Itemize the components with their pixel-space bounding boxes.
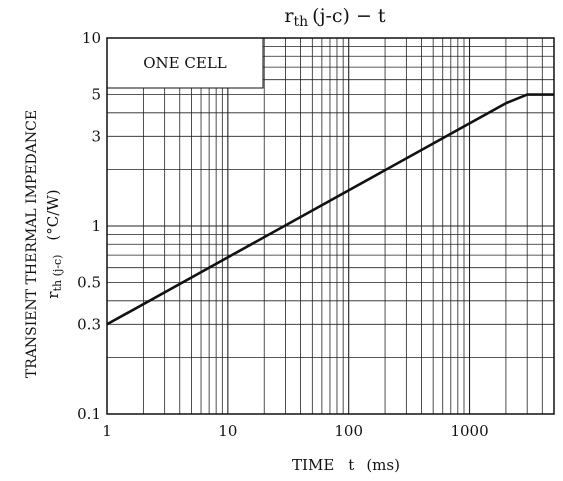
y-tick-label: 5 (91, 86, 101, 104)
y-tick-label: 0.3 (77, 315, 101, 333)
y-axis-label-subscript: th (j-c) (51, 255, 64, 292)
title-rest: (j-c) − t (312, 5, 386, 27)
chart-title: rth (j-c) − t (284, 5, 386, 30)
y-tick-label: 3 (91, 127, 101, 145)
x-tick-label: 100 (334, 422, 363, 440)
tick-labels: 1 10 100 1000 0.1 0.3 0.5 1 3 5 10 (77, 29, 488, 440)
y-axis-label-unit: (°C/W) (44, 189, 62, 240)
title-symbol: r (284, 5, 294, 27)
y-tick-label: 1 (91, 217, 101, 235)
y-tick-label: 10 (82, 29, 101, 47)
plot-frame (106, 37, 555, 415)
y-tick-label: 0.1 (77, 405, 101, 423)
y-axis-label: TRANSIENT THERMAL IMPEDANCE rth (j-c) (°C… (24, 110, 64, 378)
annotation-box (106, 37, 264, 89)
series-line (106, 93, 554, 326)
annotation-label: ONE CELL (143, 54, 227, 72)
y-axis-label-line1: TRANSIENT THERMAL IMPEDANCE (24, 110, 40, 378)
x-axis-label: TIME t (ms) (292, 456, 400, 474)
grid-lines (107, 38, 554, 414)
x-axis-label-var: t (348, 456, 354, 474)
y-axis-label-symbol: r (44, 291, 62, 299)
x-tick-label: 1 (102, 422, 112, 440)
x-tick-label: 1000 (450, 422, 488, 440)
x-axis-label-unit: (ms) (366, 456, 400, 474)
title-subscript: th (294, 14, 309, 30)
x-axis-label-prefix: TIME (292, 456, 334, 474)
x-tick-label: 10 (218, 422, 237, 440)
y-axis-label-line2: rth (j-c) (°C/W) (44, 189, 64, 298)
y-tick-label: 0.5 (77, 274, 101, 292)
data-series (106, 93, 554, 326)
